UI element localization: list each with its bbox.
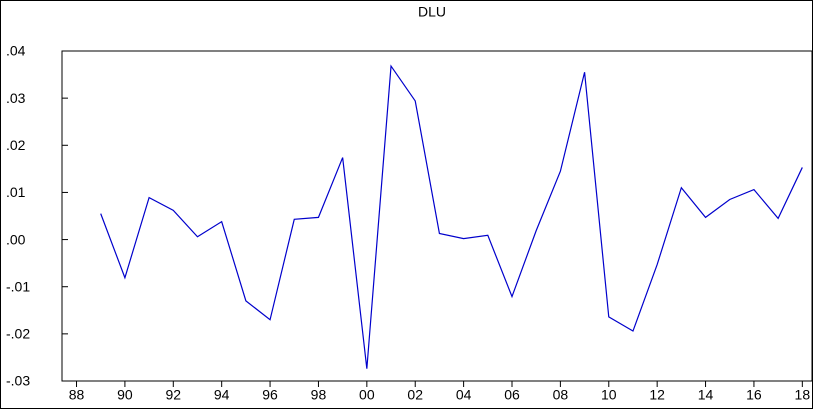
x-tick-label: 18 — [795, 387, 811, 403]
x-tick-label: 98 — [311, 387, 327, 403]
chart-title: DLU — [418, 4, 446, 20]
y-tick-label: -.01 — [6, 278, 30, 294]
y-tick-label: -.02 — [6, 326, 30, 342]
plot-frame — [61, 50, 813, 382]
x-tick-label: 90 — [117, 387, 133, 403]
y-tick-label: .03 — [6, 90, 26, 106]
y-tick-label: .02 — [6, 137, 26, 153]
x-tick-label: 88 — [69, 387, 85, 403]
x-tick-label: 96 — [262, 387, 278, 403]
x-tick-label: 00 — [359, 387, 375, 403]
x-tick-label: 94 — [214, 387, 230, 403]
x-tick-label: 16 — [746, 387, 762, 403]
y-tick-label: .04 — [6, 43, 26, 59]
x-tick-label: 08 — [553, 387, 569, 403]
x-tick-label: 92 — [166, 387, 182, 403]
series-line — [100, 64, 803, 369]
y-tick-label: -.03 — [6, 373, 30, 389]
x-tick-label: 02 — [407, 387, 423, 403]
x-tick-label: 06 — [504, 387, 520, 403]
x-tick-label: 10 — [601, 387, 617, 403]
x-tick-label: 04 — [456, 387, 472, 403]
x-tick-label: 12 — [649, 387, 665, 403]
x-tick-label: 14 — [698, 387, 714, 403]
y-tick-label: .00 — [6, 231, 26, 247]
y-tick-label: .01 — [6, 184, 26, 200]
